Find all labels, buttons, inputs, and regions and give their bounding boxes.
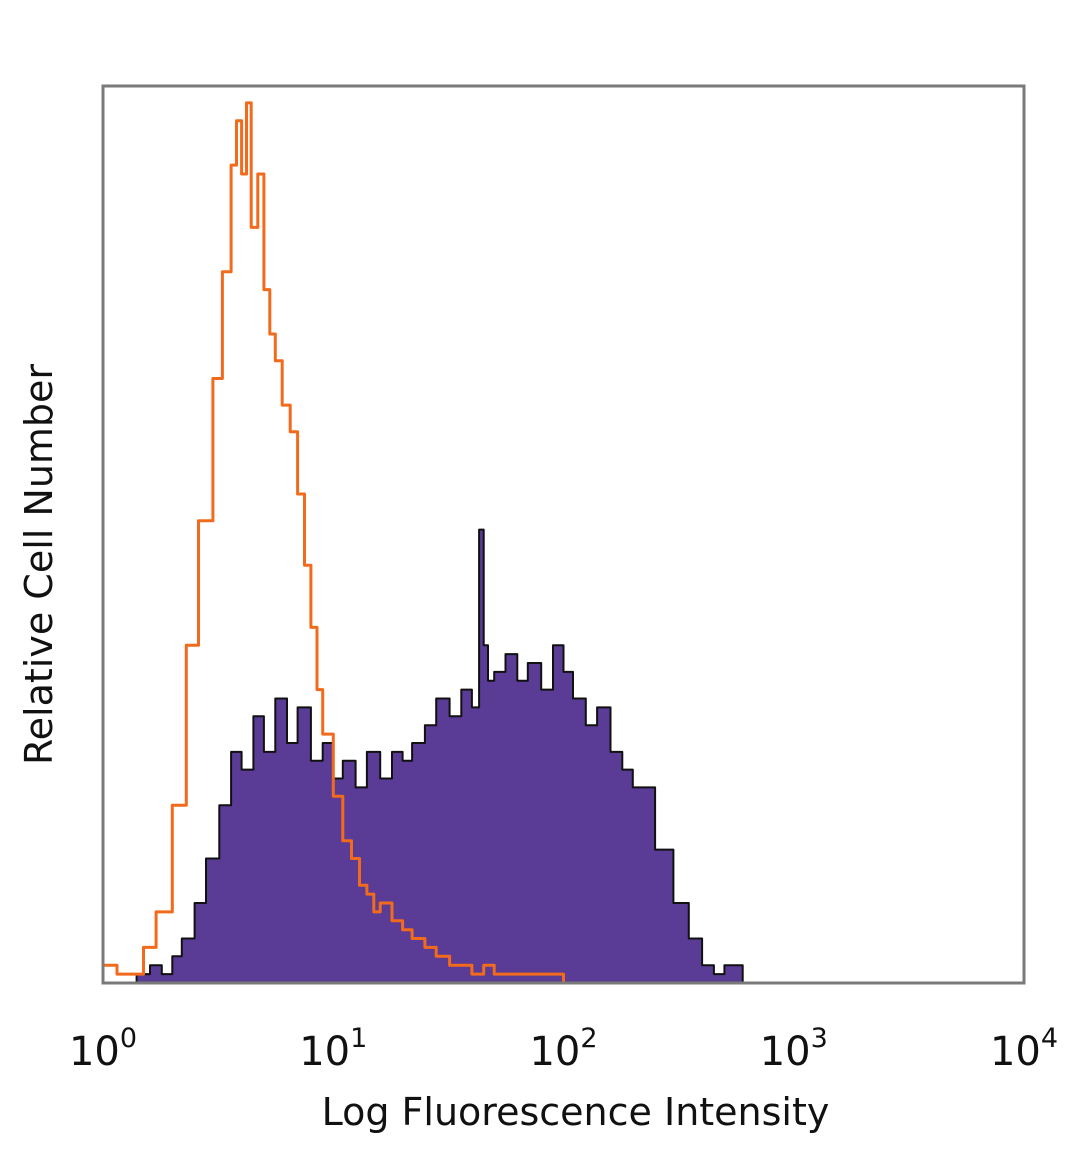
- x-tick-label: 103: [760, 1023, 828, 1075]
- y-axis-label: Relative Cell Number: [17, 364, 61, 765]
- x-tick-labels: 100 101 102 103 104: [69, 1023, 1058, 1075]
- x-tick-base: 10: [299, 1029, 350, 1075]
- x-tick-exponent: 1: [350, 1023, 367, 1054]
- x-tick-exponent: 3: [811, 1023, 828, 1054]
- x-tick-exponent: 2: [580, 1023, 597, 1054]
- x-axis-label: Log Fluorescence Intensity: [322, 1090, 830, 1134]
- outline-histogram-series: [103, 101, 1024, 985]
- x-tick-label: 100: [69, 1023, 137, 1075]
- x-tick-base: 10: [69, 1029, 120, 1075]
- plot-frame: [101, 84, 1026, 985]
- x-tick-base: 10: [760, 1029, 811, 1075]
- x-tick-exponent: 4: [1041, 1023, 1058, 1054]
- x-tick-label: 101: [299, 1023, 367, 1075]
- filled-histogram-series: [102, 528, 1025, 984]
- x-tick-label: 102: [529, 1023, 597, 1075]
- x-tick-base: 10: [529, 1029, 580, 1075]
- plot-area: [102, 101, 1025, 985]
- x-tick-label: 104: [990, 1023, 1058, 1075]
- x-tick-exponent: 0: [120, 1023, 137, 1054]
- x-tick-base: 10: [990, 1029, 1041, 1075]
